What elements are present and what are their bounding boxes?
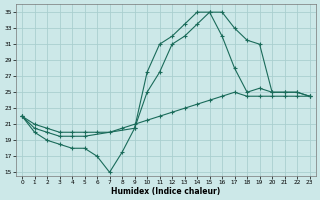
X-axis label: Humidex (Indice chaleur): Humidex (Indice chaleur) <box>111 187 220 196</box>
